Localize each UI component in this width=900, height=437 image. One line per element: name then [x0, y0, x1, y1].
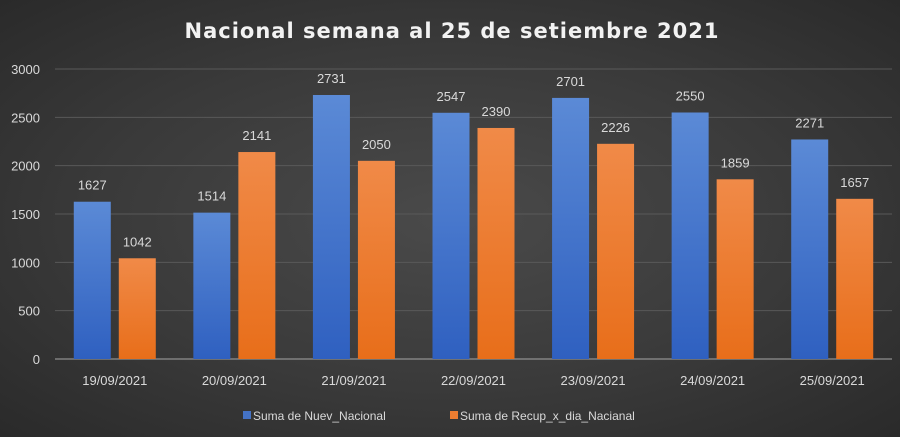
data-label: 2731: [317, 71, 346, 86]
chart-title: Nacional semana al 25 de setiembre 2021: [185, 19, 720, 43]
y-tick-label: 2000: [11, 159, 40, 174]
data-label: 1859: [721, 155, 750, 170]
bar-nuev: [791, 139, 829, 359]
bar-nuev: [552, 97, 590, 360]
bar-recup: [716, 179, 754, 359]
data-label: 2701: [556, 74, 585, 89]
y-tick-label: 500: [18, 304, 40, 319]
x-tick-label: 19/09/2021: [82, 373, 147, 388]
bar-nuev: [73, 201, 111, 359]
bar-nuev: [312, 95, 350, 360]
data-label: 1042: [123, 234, 152, 249]
bar-recup: [357, 160, 395, 359]
bar-recup: [477, 127, 515, 359]
bar-recup: [238, 152, 276, 359]
bar-recup: [836, 198, 874, 359]
y-tick-label: 1000: [11, 255, 40, 270]
data-label: 2050: [362, 137, 391, 152]
legend-label: Suma de Nuev_Nacional: [253, 409, 386, 423]
y-tick-label: 1500: [11, 207, 40, 222]
bar-recup: [118, 258, 156, 359]
data-label: 1627: [78, 178, 107, 193]
bar-nuev: [671, 112, 709, 359]
legend-swatch: [243, 411, 251, 419]
x-tick-label: 22/09/2021: [441, 373, 506, 388]
data-label: 2390: [482, 104, 511, 119]
x-tick-label: 23/09/2021: [561, 373, 626, 388]
y-tick-label: 3000: [11, 62, 40, 77]
data-label: 2226: [601, 120, 630, 135]
x-tick-label: 25/09/2021: [800, 373, 865, 388]
data-label: 1514: [197, 189, 226, 204]
data-label: 2550: [676, 89, 705, 104]
data-label: 2271: [795, 115, 824, 130]
x-tick-label: 21/09/2021: [321, 373, 386, 388]
data-label: 1657: [840, 175, 869, 190]
x-tick-label: 24/09/2021: [680, 373, 745, 388]
x-tick-label: 20/09/2021: [202, 373, 267, 388]
y-tick-label: 2500: [11, 110, 40, 125]
legend-swatch: [450, 411, 458, 419]
data-label: 2141: [242, 128, 271, 143]
bar-recup: [597, 143, 635, 359]
legend: Suma de Nuev_Nacional Suma de Recup_x_dia…: [243, 409, 635, 423]
y-tick-label: 0: [33, 352, 40, 367]
bar-nuev: [432, 112, 470, 359]
legend-label: Suma de Recup_x_dia_Nacianal: [460, 409, 635, 423]
data-label: 2547: [437, 89, 466, 104]
bar-nuev: [193, 212, 231, 359]
